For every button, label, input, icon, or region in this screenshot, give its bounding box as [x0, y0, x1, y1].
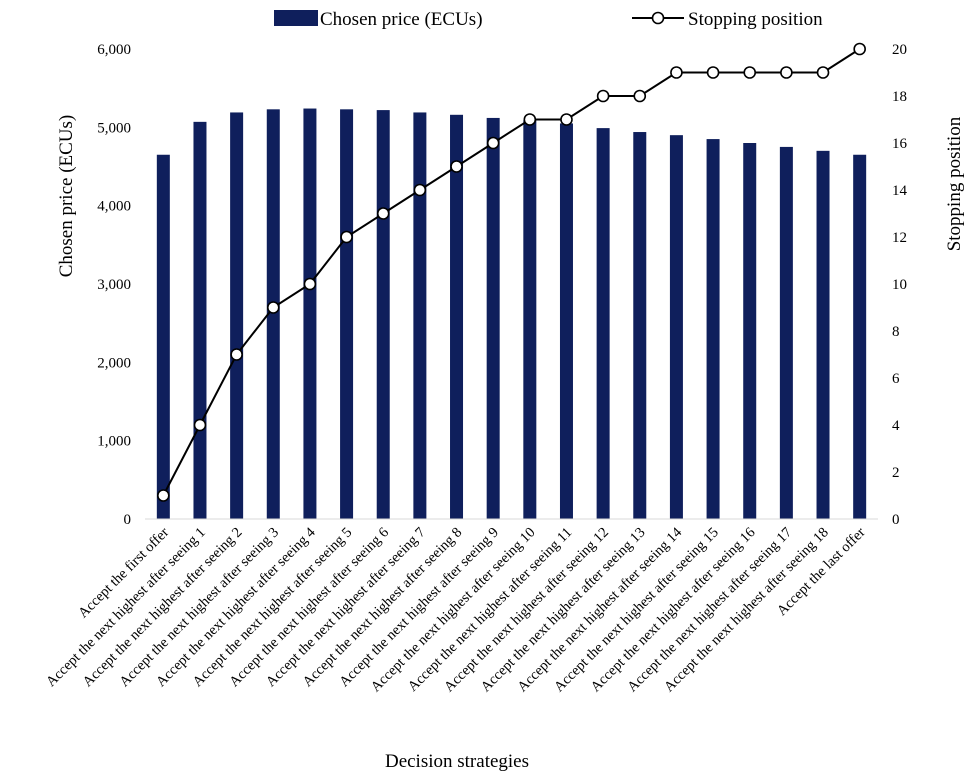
- left-tick-label: 0: [124, 512, 132, 528]
- legend-swatch-chosen-price: [274, 10, 318, 26]
- bar: [523, 120, 537, 520]
- line-point: [157, 489, 170, 502]
- bar: [853, 154, 867, 519]
- left-tick-label: 5,000: [97, 120, 131, 136]
- y-axis-title-left: Chosen price (ECUs): [56, 115, 77, 278]
- right-tick-label: 4: [892, 418, 900, 434]
- bar: [340, 109, 354, 520]
- left-axis-ticks: 0 1,000 2,000 3,000 4,000 5,000 6,000: [97, 42, 131, 528]
- right-tick-label: 6: [892, 371, 900, 387]
- line-point: [670, 66, 683, 79]
- legend-label-stopping-position: Stopping position: [688, 9, 823, 30]
- legend-label-chosen-price: Chosen price (ECUs): [320, 9, 483, 30]
- line-point: [450, 160, 463, 173]
- line-point: [303, 277, 317, 291]
- right-tick-label: 0: [892, 512, 900, 528]
- bar: [596, 128, 610, 519]
- bar: [303, 108, 317, 520]
- line-point: [486, 136, 500, 150]
- bar: [633, 132, 647, 520]
- line-point: [560, 113, 573, 126]
- bar: [669, 135, 683, 519]
- bar: [743, 143, 757, 519]
- left-tick-label: 2,000: [97, 355, 131, 371]
- x-axis-title: Decision strategies: [385, 751, 529, 772]
- line-point: [340, 230, 353, 244]
- line-point: [743, 66, 757, 79]
- right-tick-label: 18: [892, 89, 907, 105]
- left-tick-label: 3,000: [97, 277, 131, 293]
- right-tick-label: 12: [892, 230, 907, 246]
- right-tick-label: 14: [892, 183, 908, 199]
- line-point: [633, 89, 647, 103]
- bar: [266, 109, 280, 520]
- right-axis-ticks: 0 2 4 6 8 10 12 14 16 18 20: [892, 42, 908, 528]
- line-point: [230, 348, 243, 361]
- line-series: [157, 42, 866, 502]
- left-tick-label: 4,000: [97, 199, 131, 215]
- bar: [156, 154, 170, 519]
- bar: [559, 123, 573, 520]
- right-tick-label: 20: [892, 42, 907, 58]
- y-axis-title-right: Stopping position: [944, 116, 965, 251]
- legend-marker-stopping-position: [651, 11, 665, 25]
- line-point: [376, 207, 390, 220]
- line-point: [193, 418, 207, 432]
- left-tick-label: 6,000: [97, 42, 131, 58]
- left-tick-label: 1,000: [97, 434, 131, 450]
- bar: [193, 121, 207, 519]
- line-point: [266, 301, 280, 314]
- bar: [779, 146, 793, 519]
- line-point: [816, 66, 830, 79]
- bar: [816, 150, 830, 520]
- bar-series: [156, 108, 867, 520]
- bar: [376, 110, 390, 519]
- line-point: [706, 66, 720, 79]
- legend: Chosen price (ECUs) Stopping position: [274, 9, 823, 30]
- line-point: [596, 89, 610, 103]
- bar: [230, 112, 244, 519]
- bar: [450, 114, 464, 520]
- bar: [486, 117, 500, 519]
- line-point: [853, 42, 866, 56]
- right-tick-label: 16: [892, 136, 908, 152]
- right-tick-label: 2: [892, 465, 900, 481]
- bar: [413, 112, 427, 519]
- right-tick-label: 10: [892, 277, 907, 293]
- right-tick-label: 8: [892, 324, 900, 340]
- line-point: [413, 183, 427, 197]
- line-point: [523, 113, 537, 126]
- bar: [706, 139, 720, 520]
- line-point: [780, 66, 793, 79]
